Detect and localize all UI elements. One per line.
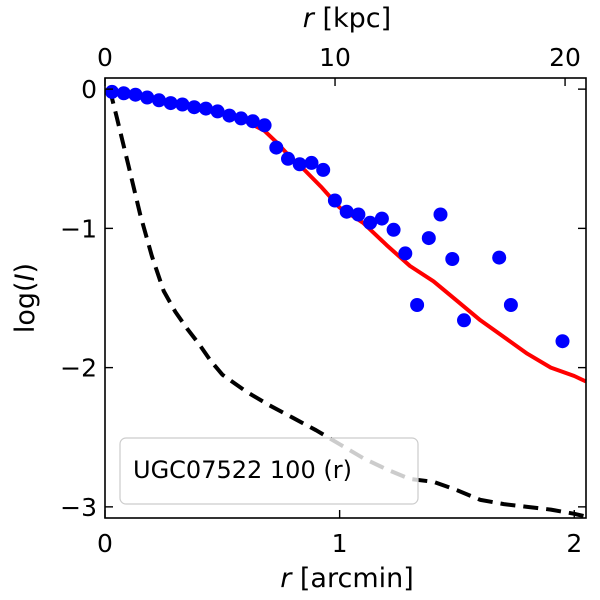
data-points — [105, 84, 570, 349]
axis-ticks: 0 1 20−1−2−30 10 20 — [60, 43, 586, 558]
data-point — [234, 111, 249, 126]
data-point — [116, 86, 131, 101]
data-point — [222, 108, 237, 123]
data-point — [105, 84, 119, 99]
y-tick-label: 0 — [81, 75, 97, 104]
data-point — [292, 157, 307, 172]
y-tick-label: −3 — [60, 493, 97, 522]
data-point — [198, 101, 213, 116]
data-point — [281, 151, 295, 166]
data-point — [152, 93, 166, 108]
plot-frame — [104, 77, 587, 519]
legend-label: UGC07522 100 (r) — [133, 456, 352, 484]
data-point — [555, 334, 570, 349]
data-point — [503, 298, 518, 312]
data-point — [457, 313, 471, 328]
model-curve — [109, 87, 587, 384]
data-point — [140, 90, 155, 105]
legend: UGC07522 100 (r) — [119, 437, 419, 505]
y-tick-label: −1 — [60, 214, 97, 243]
data-point — [445, 252, 460, 266]
psf-dashed-curve — [107, 88, 587, 519]
x-axis-label: r [arcmin] — [280, 563, 414, 594]
x-tick-label: 2 — [566, 529, 582, 558]
data-point — [128, 87, 143, 102]
data-point — [492, 250, 507, 265]
data-point — [269, 140, 284, 155]
data-point — [187, 100, 202, 115]
data-point — [386, 222, 401, 237]
data-point — [163, 96, 178, 111]
data-point — [421, 231, 436, 246]
x2-tick-label: 20 — [549, 43, 581, 72]
data-point — [210, 104, 225, 119]
x2-tick-label: 0 — [97, 43, 113, 72]
y-tick-label: −2 — [60, 354, 97, 383]
data-point — [374, 211, 389, 226]
data-point — [327, 193, 342, 208]
data-point — [316, 162, 331, 177]
data-point — [245, 114, 260, 129]
x2-axis-label: r [kpc] — [303, 3, 391, 34]
data-point — [363, 215, 378, 230]
model-line — [109, 87, 587, 384]
x2-tick-label: 10 — [319, 43, 351, 72]
psf-line — [107, 88, 587, 519]
data-point — [304, 155, 319, 170]
legend-box — [119, 437, 419, 505]
data-point — [351, 207, 366, 222]
data-point — [410, 298, 425, 312]
data-point — [339, 204, 354, 219]
data-point — [433, 207, 448, 222]
x-tick-label: 0 — [97, 529, 113, 558]
y-axis-label: log(I) — [10, 263, 41, 333]
data-point — [398, 246, 413, 261]
data-point — [175, 97, 190, 112]
x-tick-label: 1 — [332, 529, 348, 558]
data-point — [257, 118, 272, 133]
